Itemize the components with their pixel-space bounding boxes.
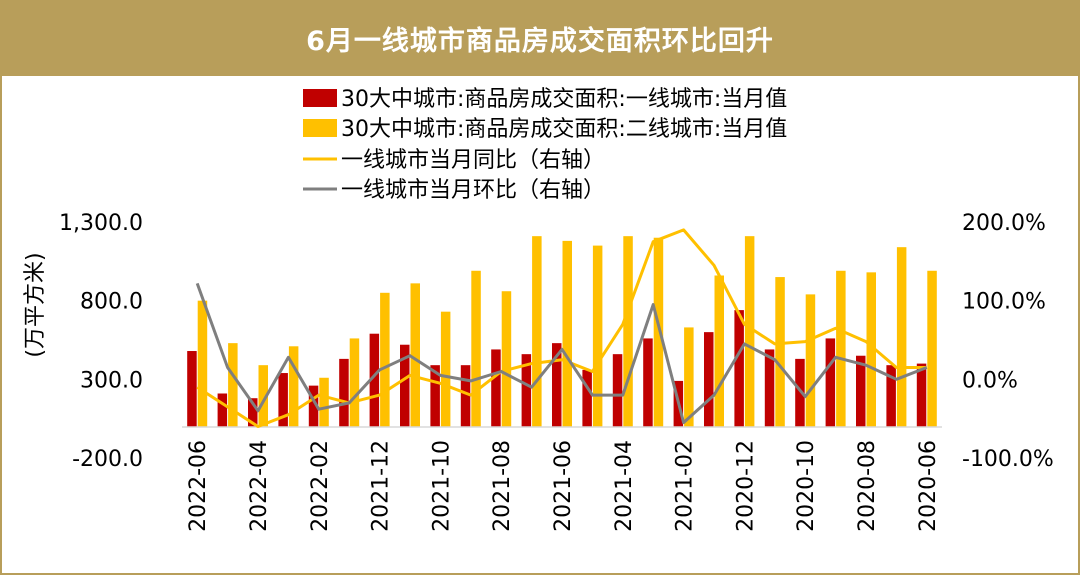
legend-label: 一线城市当月同比（右轴）	[341, 148, 605, 173]
bar-tier2	[896, 247, 907, 427]
y2-tick-label: -100.0%	[962, 447, 1054, 472]
x-tick-label: 2021-06	[551, 440, 576, 532]
bar-tier2	[836, 270, 846, 427]
x-tick-label: 2022-02	[308, 440, 333, 532]
bar-tier1	[339, 358, 349, 427]
bar-tier2	[714, 275, 724, 427]
legend-label: 30大中城市:商品房成交面积:二线城市:当月值	[341, 117, 787, 142]
y-tick-label: 1,300.0	[59, 211, 143, 236]
x-tick-label: 2021-08	[490, 440, 515, 532]
bar-tier2	[532, 236, 542, 427]
x-tick-label: 2021-02	[673, 440, 698, 532]
bar-tier1	[491, 349, 501, 427]
x-tick-label: 2021-12	[369, 440, 394, 532]
bar-tier1	[643, 338, 653, 427]
x-tick-label: 2021-10	[429, 440, 454, 532]
bar-tier2	[380, 292, 390, 427]
legend-label: 一线城市当月环比（右轴）	[341, 178, 605, 203]
x-tick-label: 2020-08	[855, 440, 880, 532]
bar-tier1	[856, 355, 866, 427]
legend-label: 30大中城市:商品房成交面积:一线城市:当月值	[341, 87, 787, 112]
bar-tier1	[217, 393, 228, 427]
bar-tier2	[319, 377, 329, 427]
bar-tier2	[744, 236, 755, 427]
bar-tier1	[460, 365, 471, 427]
bar-tier1	[764, 349, 775, 427]
bar-tier2	[197, 300, 208, 427]
bar-tier2	[228, 343, 238, 427]
line-yoy	[196, 228, 927, 428]
bar-tier2	[653, 237, 664, 427]
bar-tier2	[471, 270, 481, 427]
x-tick-label: 2020-10	[794, 440, 819, 532]
bar-tier2	[501, 291, 512, 427]
bar-tier1	[734, 310, 744, 427]
chart-title: 6月一线城市商品房成交面积环比回升	[306, 25, 774, 57]
bar-tier1	[552, 343, 562, 427]
y-tick-label: -200.0	[72, 447, 143, 472]
bar-tier1	[400, 344, 410, 427]
x-tick-label: 2022-04	[247, 440, 272, 532]
legend-swatch	[303, 89, 337, 107]
bar-tier2	[592, 245, 603, 427]
title-bar: 6月一线城市商品房成交面积环比回升	[0, 0, 1080, 76]
bar-tier2	[288, 346, 299, 427]
bar-tier2	[775, 277, 785, 427]
x-tick-label: 2020-06	[916, 440, 941, 532]
y-tick-label: 800.0	[80, 290, 143, 315]
bar-tier2	[684, 327, 694, 427]
bar-tier1	[521, 354, 532, 427]
bar-tier2	[623, 236, 633, 427]
bar-tier2	[410, 283, 420, 427]
bar-tier1	[278, 373, 288, 427]
bar-tier1	[369, 333, 380, 427]
bar-tier2	[927, 270, 937, 427]
y-tick-label: 300.0	[80, 368, 143, 393]
bar-tier1	[825, 338, 836, 427]
y2-tick-label: 0.0%	[962, 368, 1018, 393]
legend-swatch	[303, 119, 337, 137]
bar-tier1	[795, 358, 805, 427]
line-mom	[195, 282, 928, 425]
bar-tier2	[349, 338, 360, 427]
y-axis-title: (万平方米)	[23, 252, 48, 357]
bar-tier1	[704, 332, 714, 427]
bar-tier2	[440, 311, 451, 427]
bar-tier2	[562, 240, 572, 427]
x-tick-label: 2021-04	[612, 440, 637, 532]
x-tick-label: 2020-12	[733, 440, 758, 532]
bar-tier1	[248, 398, 258, 427]
bar-tier1	[308, 385, 319, 427]
x-tick-label: 2022-06	[186, 440, 211, 532]
bar-tier1	[187, 351, 197, 427]
bar-tier2	[866, 272, 876, 427]
bar-tier1	[916, 363, 927, 427]
bar-tier2	[805, 294, 816, 427]
bar-tier1	[612, 354, 623, 427]
bar-tier1	[582, 369, 592, 427]
bar-tier1	[430, 365, 440, 427]
y2-tick-label: 200.0%	[962, 211, 1046, 236]
y2-tick-label: 100.0%	[962, 290, 1046, 315]
bar-tier1	[886, 365, 896, 427]
bar-tier2	[258, 365, 268, 427]
